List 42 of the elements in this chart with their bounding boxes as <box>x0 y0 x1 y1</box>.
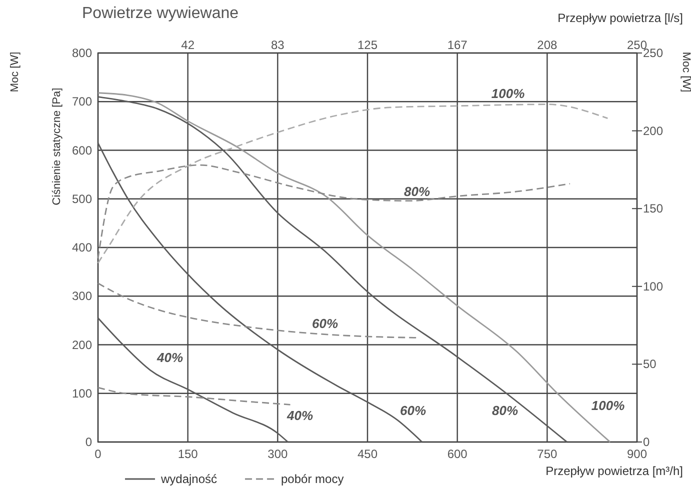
x-tick-label: 0 <box>94 447 102 461</box>
text: Moc [W] <box>9 52 21 92</box>
annotation: 60% <box>312 316 338 331</box>
annotation: 40% <box>286 408 314 423</box>
y-tick-label: 0 <box>85 435 92 449</box>
x2-tick-label: 167 <box>447 38 468 52</box>
x-tick-label: 150 <box>178 447 198 461</box>
x2-tick-label: 83 <box>270 38 285 52</box>
y-tick-label: 600 <box>72 143 92 158</box>
y2-axis-title: Moc [W] <box>680 52 691 92</box>
chart-title: Powietrze wywiewane <box>82 5 239 22</box>
x-axis-title: Przepływ powietrza [m³/h] <box>546 464 683 478</box>
y2-tick-label: 100 <box>643 279 664 294</box>
y-tick-label: 200 <box>72 338 92 352</box>
x-tick-label: 450 <box>357 447 378 461</box>
x2-tick-label: 208 <box>537 38 558 52</box>
x2-tick-label: 125 <box>357 38 378 52</box>
legend-label: pobór mocy <box>281 472 344 486</box>
y2-tick-label: 50 <box>643 357 657 372</box>
y-tick-label: 100 <box>72 386 92 400</box>
y-tick-label: 700 <box>72 94 92 109</box>
x-tick-label: 750 <box>537 447 558 461</box>
y-axis-title: Ciśnienie statyczne [Pa] <box>51 88 63 206</box>
annotation: 40% <box>156 350 184 365</box>
y2-tick-label: 150 <box>643 202 664 216</box>
y2-tick-label: 0 <box>643 435 650 449</box>
annotation: 100% <box>491 86 526 101</box>
x-tick-label: 600 <box>447 447 468 461</box>
y-tick-label: 500 <box>72 192 92 206</box>
x2-axis-title: Przepływ powietrza [l/s] <box>558 11 683 25</box>
y2-tick-label: 200 <box>643 124 664 138</box>
y-tick-label: 300 <box>72 289 92 304</box>
x-tick-label: 900 <box>626 447 648 461</box>
annotation: 80% <box>492 403 518 418</box>
annotation: 60% <box>400 403 426 418</box>
legend-label: wydajność <box>160 472 218 486</box>
annotation: 100% <box>591 398 626 413</box>
x2-tick-label: 42 <box>181 38 195 52</box>
y-tick-label: 400 <box>72 240 92 254</box>
x-tick-label: 300 <box>268 447 288 461</box>
y-tick-label: 800 <box>72 46 92 60</box>
annotation: 80% <box>404 184 430 199</box>
